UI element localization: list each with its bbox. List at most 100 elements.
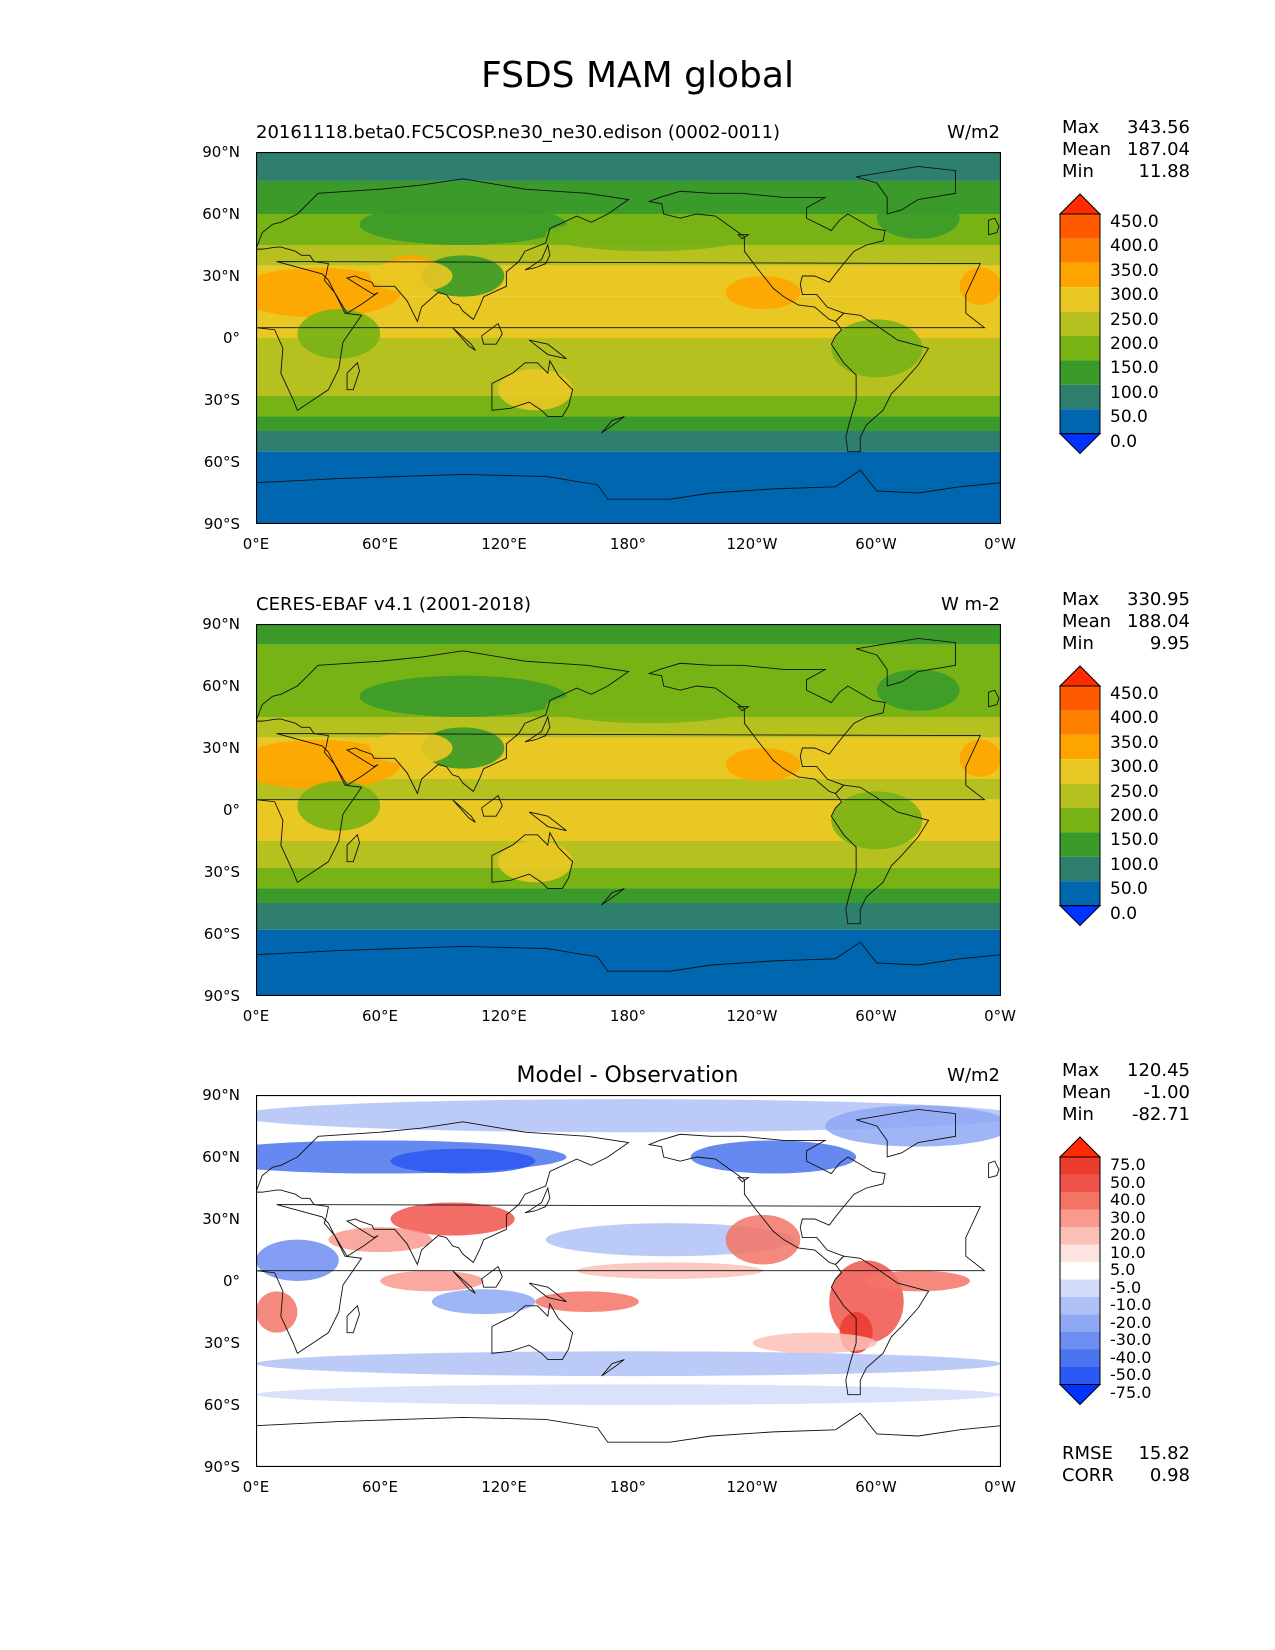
coastline <box>988 689 1000 708</box>
rmse-label: RMSE <box>1062 1443 1113 1464</box>
colorbar-top-arrow <box>1058 665 1102 687</box>
lon-tick-label: 0°W <box>984 1478 1016 1496</box>
field-region <box>390 1148 536 1174</box>
mean-label: Mean <box>1062 611 1112 632</box>
corr-value: 0.98 <box>1149 1465 1190 1486</box>
field-region <box>256 1291 298 1333</box>
lon-tick-label: 0°E <box>242 1007 270 1025</box>
max-label: Max <box>1062 117 1100 138</box>
lon-tick-label: 120°E <box>481 1007 527 1025</box>
lat-tick-label: 30°S <box>203 391 240 409</box>
lon-tick-label: 180° <box>609 535 647 553</box>
panel-title: Model - Observation <box>516 1063 739 1088</box>
lat-tick-label: 30°N <box>202 1210 240 1228</box>
colorbar-tick-label: 5.0 <box>1110 1260 1136 1279</box>
colorbar-tick-label: -75.0 <box>1110 1382 1152 1402</box>
colorbar-segment <box>1060 1157 1100 1175</box>
coastline <box>528 811 567 832</box>
colorbar-segment <box>1060 686 1100 711</box>
lon-tick-label: 120°W <box>726 535 778 553</box>
coastline <box>737 234 751 240</box>
colorbar-tick-label: 150.0 <box>1110 358 1159 379</box>
colorbar-tick-label: 100.0 <box>1110 854 1159 875</box>
lat-tick-label: 0° <box>222 801 240 819</box>
coastline <box>452 327 476 351</box>
colorbar-segment <box>1060 1297 1100 1315</box>
coastline <box>255 178 630 323</box>
coastline <box>481 322 503 345</box>
mean-label: Mean <box>1062 1082 1112 1103</box>
colorbar-tick-label: -5.0 <box>1110 1277 1142 1297</box>
coastline <box>647 662 886 794</box>
map-plot <box>235 623 1002 997</box>
field-band <box>256 431 1001 452</box>
colorbar-top-arrow <box>1058 193 1102 215</box>
lon-tick-label: 60°W <box>855 1007 897 1025</box>
field-region <box>297 781 381 831</box>
coastline <box>491 359 574 417</box>
colorbar-tick-label: 300.0 <box>1110 757 1159 778</box>
coastline <box>255 261 986 412</box>
coastline <box>647 190 886 322</box>
max-value: 343.56 <box>1127 117 1190 138</box>
lat-tick-label: 90°N <box>202 143 240 161</box>
colorbar-segment <box>1060 710 1100 735</box>
lon-tick-label: 60°W <box>855 535 897 553</box>
field-band <box>256 888 1001 903</box>
colorbar-bottom-arrow <box>1058 433 1102 455</box>
lon-tick-label: 180° <box>609 1007 647 1025</box>
lon-tick-label: 120°E <box>481 1478 527 1496</box>
field-region <box>297 309 381 359</box>
colorbar-segment <box>1060 759 1100 784</box>
units-label: W m-2 <box>940 594 1000 615</box>
colorbar-segment <box>1060 262 1100 288</box>
coastline <box>255 1412 1002 1443</box>
colorbar-top-arrow <box>1058 1136 1102 1158</box>
lat-tick-label: 60°N <box>202 205 240 223</box>
figure-title: FSDS MAM global <box>481 55 794 96</box>
colorbar-segment <box>1060 1279 1100 1297</box>
colorbar-segment <box>1060 238 1100 263</box>
field-band <box>256 624 1001 645</box>
colorbar-tick-label: 75.0 <box>1110 1155 1146 1174</box>
field-region <box>725 748 801 782</box>
coastline <box>988 217 1000 236</box>
colorbar-tick-label: 400.0 <box>1110 236 1159 257</box>
field-region <box>369 731 453 765</box>
field-region <box>725 276 801 310</box>
field-region <box>959 739 1001 777</box>
max-value: 330.95 <box>1127 589 1190 610</box>
colorbar-tick-label: 10.0 <box>1110 1242 1146 1262</box>
colorbar-tick-label: 20.0 <box>1110 1225 1146 1244</box>
field-band <box>256 416 1001 431</box>
rmse-value: 15.82 <box>1138 1443 1190 1464</box>
colorbar-tick-label: 100.0 <box>1110 382 1159 403</box>
field-band <box>256 451 1001 524</box>
field-band <box>256 779 1001 800</box>
field-region <box>866 1270 970 1292</box>
coastline <box>528 339 567 360</box>
colorbar-segment <box>1060 808 1100 833</box>
coastline <box>255 1204 986 1355</box>
lat-tick-label: 30°N <box>202 267 240 285</box>
coastline <box>524 243 551 271</box>
coastline <box>481 1265 503 1288</box>
colorbar-frame <box>1059 685 1101 907</box>
mean-value: 187.04 <box>1127 139 1190 160</box>
lat-tick-label: 0° <box>222 329 240 347</box>
map-plot <box>235 151 1002 525</box>
field-band <box>256 395 1001 417</box>
coastline <box>601 888 625 906</box>
lon-tick-label: 180° <box>609 1478 647 1496</box>
colorbar-segment <box>1060 1349 1100 1367</box>
field-region <box>498 841 573 883</box>
colorbar-tick-label: -30.0 <box>1110 1330 1152 1349</box>
coastline <box>856 166 956 215</box>
colorbar-tick-label: 450.0 <box>1110 684 1159 704</box>
coastline <box>737 1177 751 1183</box>
lat-tick-label: 60°N <box>202 1148 240 1166</box>
colorbar-bottom-arrow <box>1058 905 1102 927</box>
field-region <box>256 1384 1001 1405</box>
coastline <box>481 794 503 817</box>
colorbar-tick-label: 350.0 <box>1110 732 1159 753</box>
